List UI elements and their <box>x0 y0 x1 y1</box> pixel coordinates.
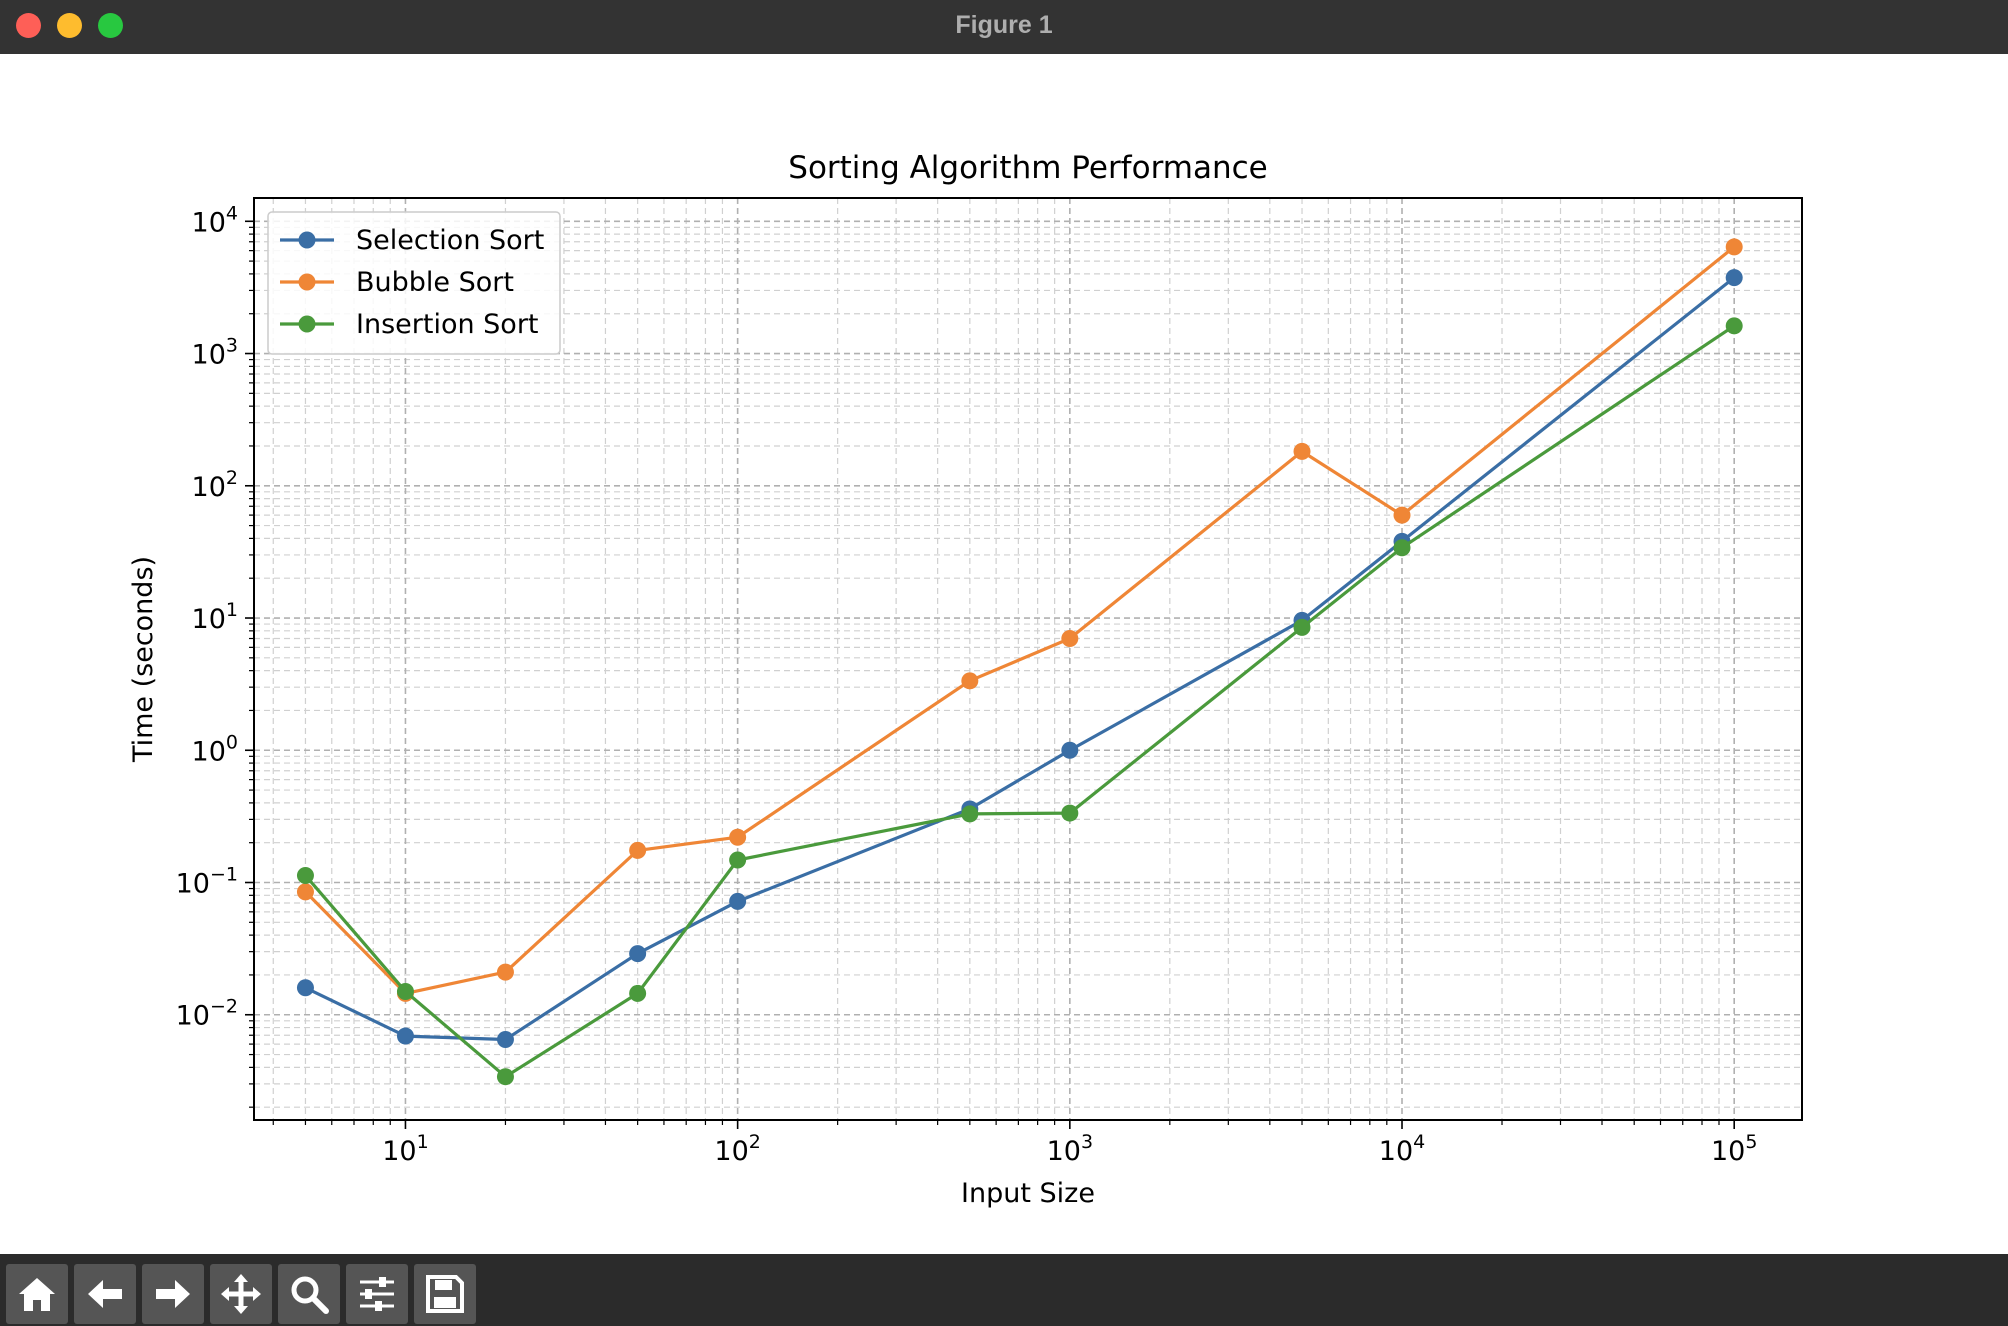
save-icon <box>426 1275 464 1313</box>
data-point-insertion-sort <box>496 1068 514 1086</box>
series-line-insertion-sort <box>304 324 1736 1079</box>
forward-arrow-icon <box>156 1280 190 1308</box>
chart-title: Sorting Algorithm Performance <box>788 150 1267 186</box>
data-point-insertion-sort <box>1725 317 1743 335</box>
sliders-icon <box>360 1277 394 1311</box>
data-point-insertion-sort <box>1061 804 1079 822</box>
window-titlebar: Figure 1 <box>0 0 2008 54</box>
save-button[interactable] <box>414 1264 476 1324</box>
data-point-bubble-sort <box>1725 238 1743 256</box>
x-tick-label: 105 <box>1711 1131 1757 1167</box>
y-tick-label: 103 <box>192 335 238 371</box>
plot-frame <box>253 197 1803 1121</box>
legend: Selection Sort Bubble Sort Insertion Sort <box>267 211 561 355</box>
zoom-icon <box>291 1276 329 1314</box>
y-tick-label: 10−2 <box>176 996 238 1032</box>
home-icon <box>19 1278 55 1311</box>
major-grid <box>254 198 1802 1120</box>
legend-frame <box>267 211 561 355</box>
data-point-insertion-sort <box>629 984 647 1002</box>
pan-button[interactable] <box>210 1264 272 1324</box>
series-insertion-sort <box>296 317 1743 1086</box>
x-tick-label: 104 <box>1379 1131 1425 1167</box>
series-line-bubble-sort <box>304 245 1736 996</box>
legend-marker <box>298 231 316 249</box>
toolbar <box>0 1254 2008 1326</box>
y-tick-label: 100 <box>192 731 238 767</box>
data-point-bubble-sort <box>496 963 514 981</box>
legend-marker <box>298 315 316 333</box>
data-point-selection-sort <box>1725 269 1743 287</box>
data-point-insertion-sort <box>729 851 747 869</box>
legend-label: Bubble Sort <box>356 267 514 298</box>
data-point-selection-sort <box>496 1030 514 1048</box>
window-title: Figure 1 <box>955 11 1053 39</box>
x-tick-label: 101 <box>382 1131 428 1167</box>
data-point-bubble-sort <box>1061 630 1079 648</box>
data-point-selection-sort <box>629 945 647 963</box>
data-point-selection-sort <box>729 892 747 910</box>
move-icon <box>221 1274 261 1314</box>
figure-canvas[interactable]: 101 102 103 104 105 10−2 10−1 100 101 102 103 104 S… <box>2 54 2006 1254</box>
legend-label: Selection Sort <box>356 225 544 256</box>
data-point-insertion-sort <box>1393 539 1411 557</box>
legend-label: Insertion Sort <box>356 309 539 340</box>
series-line-selection-sort <box>304 276 1736 1042</box>
y-tick-label: 102 <box>192 467 238 503</box>
y-tick-label: 10−1 <box>176 864 238 900</box>
y-axis-label: Time (seconds) <box>128 556 159 763</box>
home-button[interactable] <box>6 1264 68 1324</box>
chart: 101 102 103 104 105 10−2 10−1 100 101 102 103 104 S… <box>128 150 1803 1209</box>
back-arrow-icon <box>88 1280 122 1308</box>
data-point-selection-sort <box>1061 741 1079 759</box>
data-point-bubble-sort <box>1293 442 1311 460</box>
x-tick-label: 102 <box>714 1131 760 1167</box>
configure-subplots-button[interactable] <box>346 1264 408 1324</box>
data-point-insertion-sort <box>396 982 414 1000</box>
data-point-bubble-sort <box>1393 506 1411 524</box>
back-button[interactable] <box>74 1264 136 1324</box>
data-point-bubble-sort <box>296 883 314 901</box>
data-point-bubble-sort <box>961 672 979 690</box>
data-point-selection-sort <box>396 1027 414 1045</box>
maximize-window-button[interactable] <box>98 13 123 38</box>
minimize-window-button[interactable] <box>57 13 82 38</box>
x-axis-label: Input Size <box>961 1178 1095 1209</box>
data-point-bubble-sort <box>629 841 647 859</box>
zoom-button[interactable] <box>278 1264 340 1324</box>
close-window-button[interactable] <box>16 13 41 38</box>
data-point-bubble-sort <box>729 828 747 846</box>
y-tick-label: 101 <box>192 599 238 635</box>
x-tick-label: 103 <box>1047 1131 1093 1167</box>
data-point-insertion-sort <box>961 805 979 823</box>
data-point-selection-sort <box>296 979 314 997</box>
series-layer <box>296 238 1743 1086</box>
minor-grid <box>254 198 1802 1120</box>
y-tick-label: 104 <box>192 202 238 238</box>
data-point-insertion-sort <box>296 866 314 884</box>
data-point-insertion-sort <box>1293 618 1311 636</box>
legend-marker <box>298 273 316 291</box>
forward-button[interactable] <box>142 1264 204 1324</box>
